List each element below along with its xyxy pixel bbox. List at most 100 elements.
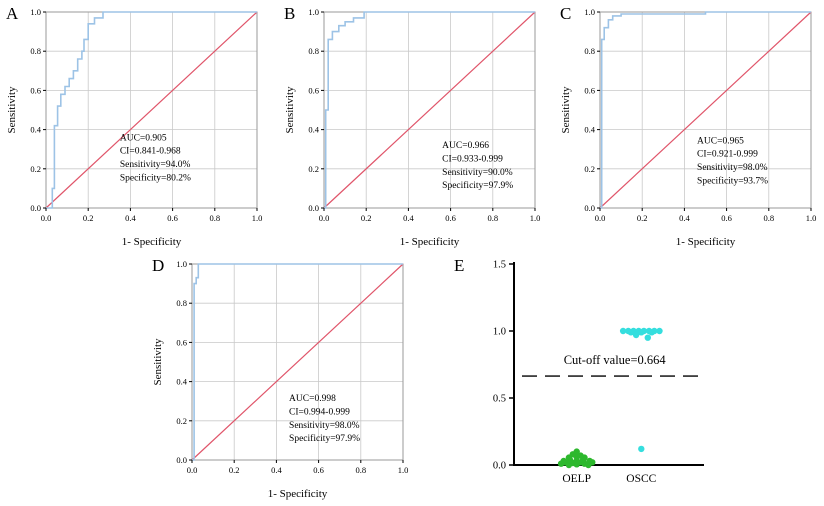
svg-text:0.2: 0.2: [637, 213, 648, 223]
svg-text:0.4: 0.4: [308, 125, 319, 135]
svg-text:Specificity=97.9%: Specificity=97.9%: [442, 180, 513, 191]
svg-text:AUC=0.965: AUC=0.965: [697, 136, 744, 146]
svg-text:0.2: 0.2: [584, 164, 595, 174]
svg-text:0.4: 0.4: [30, 125, 41, 135]
panel-c: C 0.0 0.0 0.2 0.2 0.4 0.4 0.6 0.6 0.8 0.8 1.0 1.0 1-…: [558, 2, 824, 250]
roc-plot: 0.00.0 0.2 0.2 0.4 0.4 0.6 0.6 0.8 0.8 1.0 1.0 1- S…: [284, 7, 541, 248]
svg-text:0.6: 0.6: [584, 85, 595, 95]
svg-text:1.0: 1.0: [308, 7, 319, 17]
svg-text:CI=0.994-0.999: CI=0.994-0.999: [289, 408, 350, 418]
svg-text:0.6: 0.6: [445, 213, 456, 223]
svg-text:AUC=0.998: AUC=0.998: [289, 394, 336, 404]
svg-text:0.0: 0.0: [176, 455, 187, 465]
svg-text:0.5: 0.5: [493, 394, 506, 405]
svg-text:CI=0.921-0.999: CI=0.921-0.999: [697, 150, 758, 160]
svg-text:0.8: 0.8: [487, 213, 498, 223]
svg-text:OSCC: OSCC: [626, 473, 656, 485]
svg-text:0.0: 0.0: [187, 465, 198, 475]
svg-text:0.0: 0.0: [41, 213, 52, 223]
svg-text:0.8: 0.8: [355, 465, 366, 475]
svg-text:0.8: 0.8: [763, 213, 774, 223]
roc-chart-b: 0.0 0.0 0.2 0.2 0.4 0.4 0.6 0.6 0.8 0.8 1.0 1.0 1- S…: [282, 2, 548, 255]
svg-text:CI=0.933-0.999: CI=0.933-0.999: [442, 155, 503, 165]
svg-text:1.0: 1.0: [584, 7, 595, 17]
svg-text:0.4: 0.4: [584, 125, 595, 135]
svg-text:Sensitivity=98.0%: Sensitivity=98.0%: [697, 163, 768, 173]
svg-text:Sensitivity: Sensitivity: [560, 86, 572, 134]
svg-text:0.0: 0.0: [584, 203, 595, 213]
roc-plot: 0.00.0 0.2 0.2 0.4 0.4 0.6 0.6 0.8 0.8 1.0 1.0 1- S…: [560, 7, 817, 248]
svg-text:0.4: 0.4: [125, 213, 136, 223]
svg-text:Sensitivity: Sensitivity: [6, 86, 18, 134]
svg-text:Sensitivity=94.0%: Sensitivity=94.0%: [120, 160, 191, 170]
roc-chart-d: 0.0 0.0 0.2 0.2 0.4 0.4 0.6 0.6 0.8 0.8 1.0 1.0 1- S…: [150, 254, 416, 506]
svg-text:1- Specificity: 1- Specificity: [676, 236, 736, 248]
svg-text:0.2: 0.2: [83, 213, 94, 223]
svg-text:1.0: 1.0: [252, 213, 263, 223]
svg-text:0.0: 0.0: [595, 213, 606, 223]
roc-chart-c: 0.0 0.0 0.2 0.2 0.4 0.4 0.6 0.6 0.8 0.8 1.0 1.0 1- S…: [558, 2, 824, 255]
svg-text:1.0: 1.0: [30, 7, 41, 17]
svg-text:0.8: 0.8: [584, 46, 595, 56]
scatter-chart-e: 0.0 0.5 1.0 1.5 Cut-off value=0.664 OELP OSCC: [452, 254, 714, 506]
svg-text:1.0: 1.0: [530, 213, 541, 223]
svg-text:0.6: 0.6: [721, 213, 732, 223]
svg-text:0.0: 0.0: [319, 213, 330, 223]
panel-label-e: E: [454, 256, 465, 275]
svg-text:0.2: 0.2: [229, 465, 240, 475]
svg-text:0.8: 0.8: [30, 46, 41, 56]
svg-text:Specificity=80.2%: Specificity=80.2%: [120, 172, 191, 183]
svg-text:Sensitivity: Sensitivity: [152, 338, 164, 386]
panel-a: A 0.0 0.0 0.2 0.2 0.4 0.4 0.6 0.6 0.8 0.8 1.0 1.0 1-…: [4, 2, 270, 250]
svg-text:0.4: 0.4: [403, 213, 414, 223]
svg-text:0.6: 0.6: [30, 85, 41, 95]
svg-text:Specificity=93.7%: Specificity=93.7%: [697, 175, 768, 186]
svg-text:0.2: 0.2: [176, 416, 187, 426]
svg-text:CI=0.841-0.968: CI=0.841-0.968: [120, 147, 181, 157]
svg-text:Sensitivity=98.0%: Sensitivity=98.0%: [289, 421, 360, 431]
svg-text:1.0: 1.0: [398, 465, 409, 475]
panel-label-b: B: [284, 4, 296, 23]
svg-text:Sensitivity=90.0%: Sensitivity=90.0%: [442, 168, 513, 178]
svg-text:Sensitivity: Sensitivity: [284, 86, 296, 134]
svg-text:1- Specificity: 1- Specificity: [400, 236, 460, 248]
svg-text:AUC=0.905: AUC=0.905: [120, 133, 167, 143]
svg-text:AUC=0.966: AUC=0.966: [442, 141, 489, 151]
svg-text:0.2: 0.2: [30, 164, 41, 174]
svg-text:0.4: 0.4: [176, 377, 187, 387]
svg-text:0.0: 0.0: [30, 203, 41, 213]
roc-plot: 0.00.0 0.2 0.2 0.4 0.4 0.6 0.6 0.8 0.8 1.0 1.0 1- S…: [6, 7, 263, 248]
svg-text:1.0: 1.0: [806, 213, 817, 223]
panel-label-c: C: [560, 4, 572, 23]
panel-b: B 0.0 0.0 0.2 0.2 0.4 0.4 0.6 0.6 0.8 0.8 1.0 1.0 1-…: [282, 2, 548, 250]
svg-text:0.0: 0.0: [493, 461, 506, 472]
panel-label-a: A: [6, 4, 19, 23]
dot-plot: 0.0 0.5 1.0 1.5 Cut-off value=0.664 OELP OSCC: [493, 260, 704, 485]
svg-text:1.0: 1.0: [493, 327, 506, 338]
svg-text:OELP: OELP: [562, 473, 591, 485]
svg-text:1- Specificity: 1- Specificity: [268, 488, 328, 500]
svg-text:0.2: 0.2: [361, 213, 372, 223]
roc-plot: 0.00.0 0.2 0.2 0.4 0.4 0.6 0.6 0.8 0.8 1.0 1.0 1- S…: [152, 259, 409, 500]
svg-text:0.8: 0.8: [176, 298, 187, 308]
panel-label-d: D: [152, 256, 165, 275]
svg-text:0.6: 0.6: [167, 213, 178, 223]
panel-e: E 0.0 0.5 1.0 1.5 Cut-off value=0.664 OELP OSC…: [452, 254, 714, 504]
roc-chart-a: 0.0 0.0 0.2 0.2 0.4 0.4 0.6 0.6 0.8 0.8 1.0 1.0 1- S…: [4, 2, 270, 255]
svg-text:Cut-off value=0.664: Cut-off value=0.664: [564, 353, 667, 367]
svg-text:0.2: 0.2: [308, 164, 319, 174]
svg-text:0.6: 0.6: [313, 465, 324, 475]
svg-text:0.4: 0.4: [679, 213, 690, 223]
svg-text:0.8: 0.8: [308, 46, 319, 56]
svg-text:1- Specificity: 1- Specificity: [122, 236, 182, 248]
svg-text:1.0: 1.0: [176, 259, 187, 269]
svg-text:Specificity=97.9%: Specificity=97.9%: [289, 433, 360, 444]
svg-text:0.8: 0.8: [209, 213, 220, 223]
panel-d: D 0.0 0.0 0.2 0.2 0.4 0.4 0.6 0.6 0.8 0.8 1.0 1.0 1-…: [150, 254, 420, 504]
svg-text:0.0: 0.0: [308, 203, 319, 213]
svg-text:0.4: 0.4: [271, 465, 282, 475]
svg-text:0.6: 0.6: [308, 85, 319, 95]
svg-text:1.5: 1.5: [493, 260, 506, 271]
svg-text:0.6: 0.6: [176, 337, 187, 347]
